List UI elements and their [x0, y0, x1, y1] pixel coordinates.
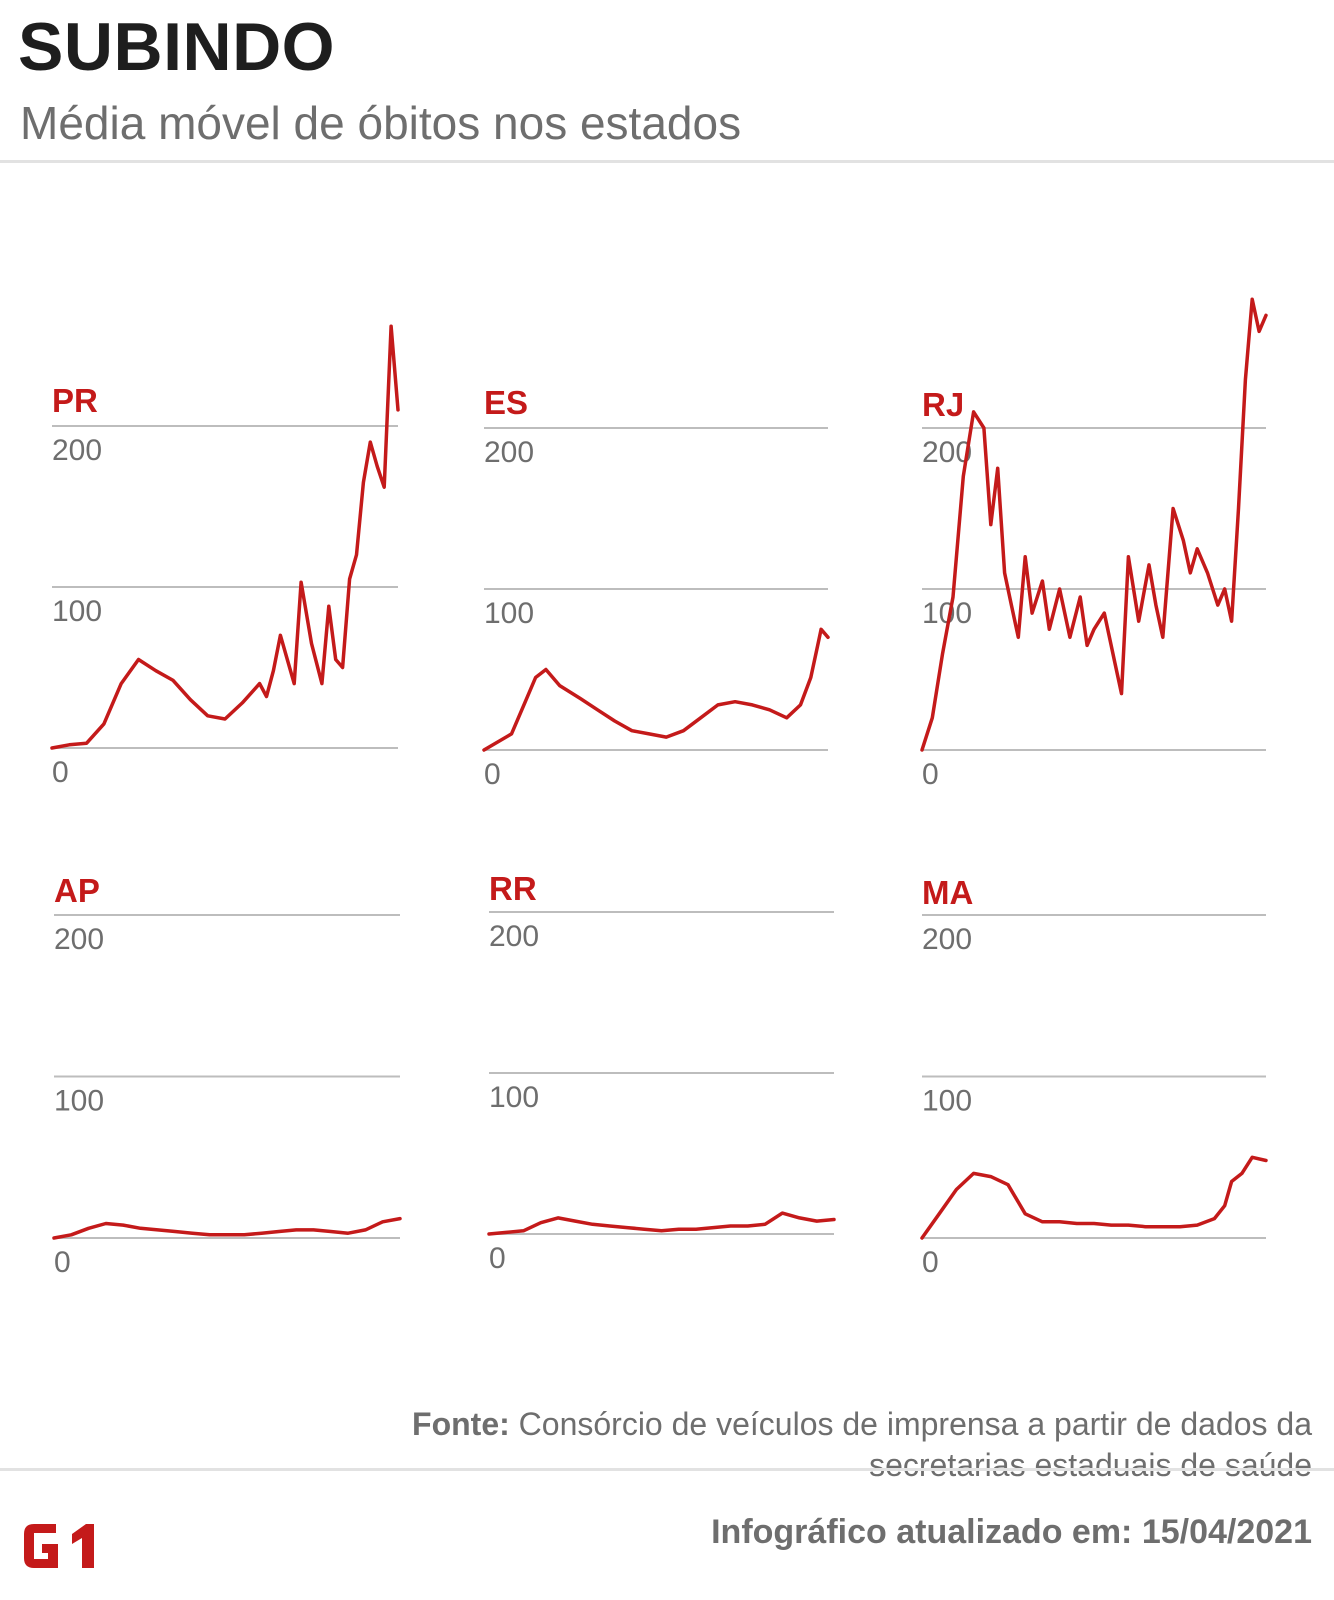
chart-rr: 0 100 200 RR [487, 870, 836, 1275]
y-tick-label: 100 [484, 597, 534, 630]
y-tick-label: 0 [54, 1246, 71, 1279]
y-tick-label: 100 [52, 595, 102, 628]
chart-pr: 0 100 200 PR [50, 324, 400, 789]
g1-logo [24, 1524, 94, 1568]
y-tick-label: 200 [52, 434, 102, 467]
y-tick-label: 200 [922, 923, 972, 956]
chart-ap: 0 100 200 AP [52, 872, 402, 1279]
y-tick-label: 0 [922, 1246, 939, 1279]
page-subtitle: Média móvel de óbitos nos estados [20, 97, 742, 149]
page-title: SUBINDO [18, 9, 336, 85]
y-tick-label: 0 [922, 758, 939, 791]
y-tick-label: 100 [54, 1085, 104, 1118]
y-tick-label: 100 [922, 1085, 972, 1118]
source-text: Consórcio de veículos de imprensa a part… [518, 1406, 1312, 1483]
y-tick-label: 0 [489, 1242, 506, 1275]
footer-divider [0, 1468, 1334, 1471]
series-line [487, 1211, 836, 1236]
source-label: Fonte: [412, 1406, 510, 1442]
series-line [52, 1216, 402, 1240]
y-tick-label: 200 [489, 920, 539, 953]
chart-ma: 0 100 200 MA [920, 874, 1268, 1279]
chart-title: AP [54, 872, 100, 909]
y-tick-label: 200 [484, 436, 534, 469]
source-note: Fonte: Consórcio de veículos de imprensa… [412, 1404, 1312, 1486]
chart-title: PR [52, 382, 98, 419]
chart-es: 0 100 200 ES [482, 384, 830, 791]
chart-title: MA [922, 874, 973, 911]
y-tick-label: 0 [484, 758, 501, 791]
series-line [482, 627, 830, 752]
y-tick-label: 100 [489, 1081, 539, 1114]
series-line [920, 297, 1268, 752]
y-tick-label: 0 [52, 756, 69, 789]
updated-date: Infográfico atualizado em: 15/04/2021 [711, 1513, 1312, 1551]
series-line [920, 1155, 1268, 1240]
header-divider [0, 160, 1334, 163]
series-line [50, 324, 400, 750]
chart-title: RJ [922, 386, 964, 423]
y-tick-label: 200 [54, 923, 104, 956]
chart-title: ES [484, 384, 528, 421]
chart-title: RR [489, 870, 537, 907]
